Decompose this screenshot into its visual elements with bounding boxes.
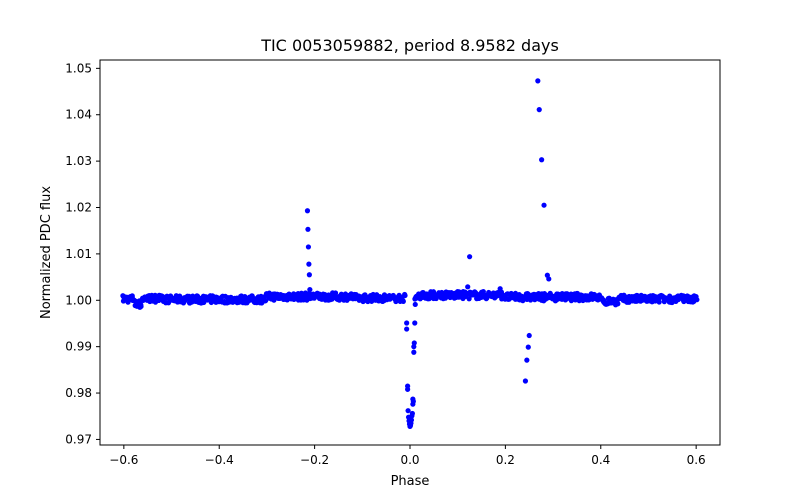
y-tick-label: 0.99 [65, 340, 92, 354]
data-point [404, 320, 410, 326]
data-point [409, 410, 415, 417]
data-point [467, 254, 473, 260]
y-tick-label: 1.02 [65, 201, 92, 215]
data-point [129, 293, 135, 299]
data-point [535, 78, 541, 84]
data-point [541, 202, 547, 208]
x-tick-label: 0.0 [400, 453, 419, 467]
data-point [466, 296, 472, 302]
data-point [262, 298, 268, 304]
y-axis-label: Normalized PDC flux [39, 186, 54, 319]
data-point [404, 326, 410, 332]
data-point [400, 298, 406, 304]
data-point [305, 244, 312, 250]
data-point [433, 295, 439, 302]
x-tick-label: −0.6 [109, 453, 138, 467]
data-point [546, 276, 552, 282]
data-point [307, 287, 313, 293]
data-point [306, 272, 312, 278]
x-tick-label: −0.4 [205, 453, 234, 467]
data-point [305, 226, 311, 232]
data-point [138, 301, 144, 308]
y-tick-label: 1.04 [65, 108, 92, 122]
data-point [615, 301, 621, 307]
chart-title: TIC 0053059882, period 8.9582 days [260, 36, 559, 55]
data-point [419, 290, 426, 296]
data-point [152, 292, 158, 298]
data-point [536, 107, 542, 113]
y-tick-label: 0.97 [65, 432, 92, 446]
data-point [412, 301, 418, 308]
data-point [693, 294, 699, 300]
y-tick-label: 1.00 [65, 293, 92, 307]
y-tick-label: 1.03 [65, 154, 92, 168]
x-tick-label: 0.6 [687, 453, 706, 467]
x-axis: −0.6 −0.4 −0.2 0.0 0.2 0.4 0.6 [109, 445, 706, 467]
data-point [306, 261, 312, 267]
data-point [522, 378, 529, 384]
data-point [526, 332, 532, 339]
y-tick-label: 0.98 [65, 386, 92, 400]
data-point [568, 298, 574, 304]
plot-area-frame [99, 59, 721, 446]
data-point [524, 357, 530, 363]
data-point [412, 320, 418, 326]
data-point [304, 208, 311, 214]
data-point [408, 417, 415, 423]
x-tick-label: 0.2 [496, 453, 515, 467]
x-axis-label: Phase [391, 474, 430, 489]
data-point [555, 291, 561, 297]
data-point [525, 344, 531, 350]
data-point [402, 292, 408, 299]
data-point [656, 299, 662, 305]
data-point [465, 284, 471, 290]
y-axis: 0.97 0.98 0.99 1.00 1.01 1.02 1.03 1.04 1.05 [65, 61, 100, 446]
data-point [497, 286, 503, 292]
data-point [411, 349, 417, 355]
x-tick-label: 0.4 [591, 453, 610, 467]
data-point [405, 386, 411, 392]
data-point [411, 340, 417, 346]
data-point [410, 398, 416, 404]
data-point [316, 291, 323, 297]
data-point [405, 408, 411, 414]
data-points [120, 78, 700, 430]
y-tick-label: 1.01 [65, 247, 92, 261]
data-point [393, 298, 399, 305]
y-tick-label: 1.05 [65, 61, 92, 75]
data-point [539, 157, 545, 163]
x-tick-label: −0.2 [300, 453, 329, 467]
